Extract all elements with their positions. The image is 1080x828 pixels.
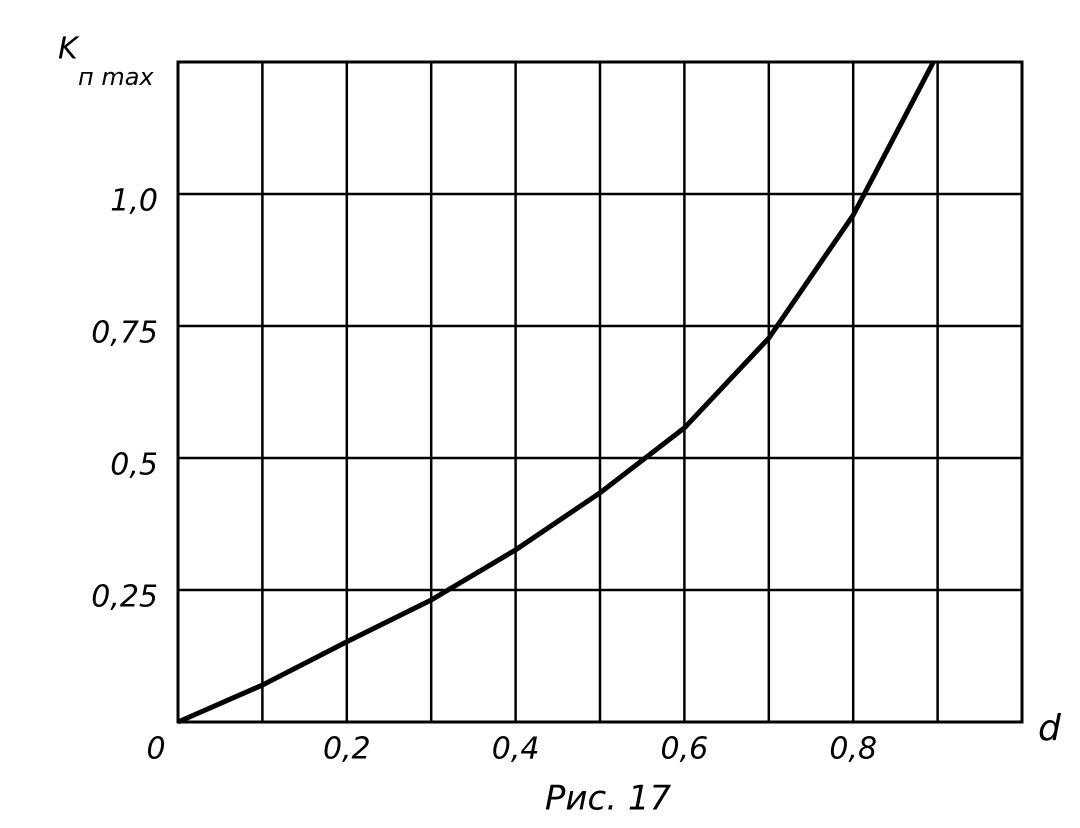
y-axis-label-subscript: п max (78, 63, 154, 91)
y-axis-label: K (58, 32, 80, 67)
x-tick-label: 0,4 (492, 732, 540, 767)
x-tick-label: 0,8 (829, 732, 877, 767)
x-axis-label: d (1038, 708, 1062, 749)
x-tick-label: 0,6 (661, 732, 709, 767)
caption: Рис. 17 (545, 779, 672, 819)
y-tick-label: 0,75 (91, 316, 158, 351)
y-tick-label: 1,0 (110, 184, 158, 219)
plot-frame (176, 60, 1024, 724)
curve (176, 60, 936, 725)
x-tick-label: 0 (146, 732, 165, 767)
y-tick-label: 0,25 (91, 580, 158, 615)
x-tick-label: 0,2 (323, 732, 371, 767)
y-tick-label: 0,5 (110, 448, 158, 483)
